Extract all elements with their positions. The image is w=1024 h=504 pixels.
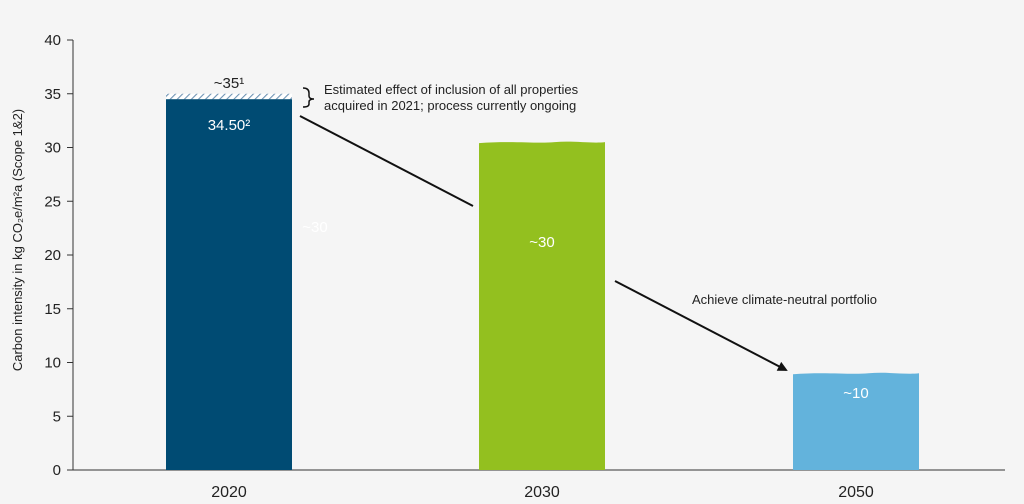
x-category-label: 2050 [838, 484, 874, 501]
trend-arrow [614, 280, 788, 371]
y-axis-label: Carbon intensity in kg CO₂e/m²a (Scope 1… [10, 109, 25, 371]
bar-2020 [166, 99, 292, 470]
y-tick-label: 0 [53, 462, 61, 479]
ghost-value-label: ~30 [302, 219, 327, 236]
estimated-total-label: ~35¹ [214, 75, 244, 92]
y-tick-label: 20 [44, 247, 61, 264]
bar-2020-estimated-extension [166, 93, 292, 100]
y-tick-label: 30 [44, 140, 61, 157]
x-category-label: 2020 [211, 484, 247, 501]
category-labels: 2020 2030 2050 [211, 484, 874, 501]
bar-2050 [793, 372, 919, 470]
bar-value-label: 34.50² [208, 117, 251, 134]
y-tick-label: 40 [44, 32, 61, 49]
trend-line [299, 115, 474, 207]
x-category-label: 2030 [524, 484, 560, 501]
bar-value-labels: 34.50² ~30 ~10 [208, 117, 869, 402]
annotation-line-1: Estimated effect of inclusion of all pro… [324, 82, 579, 97]
annotation-climate-neutral: Achieve climate-neutral portfolio [692, 292, 877, 307]
brace-icon [302, 87, 315, 108]
y-tick-label: 5 [53, 408, 61, 425]
y-tick-label: 25 [44, 193, 61, 210]
y-axis-ticks: 0 5 10 15 20 25 30 35 40 [44, 32, 73, 479]
bar-value-label: ~10 [843, 385, 868, 402]
y-tick-label: 10 [44, 355, 61, 372]
bar-value-label: ~30 [529, 234, 554, 251]
y-tick-label: 15 [44, 301, 61, 318]
annotation-line-2: acquired in 2021; process currently ongo… [324, 98, 576, 113]
bar-2030 [479, 141, 605, 470]
bars [166, 93, 919, 470]
y-tick-label: 35 [44, 86, 61, 103]
